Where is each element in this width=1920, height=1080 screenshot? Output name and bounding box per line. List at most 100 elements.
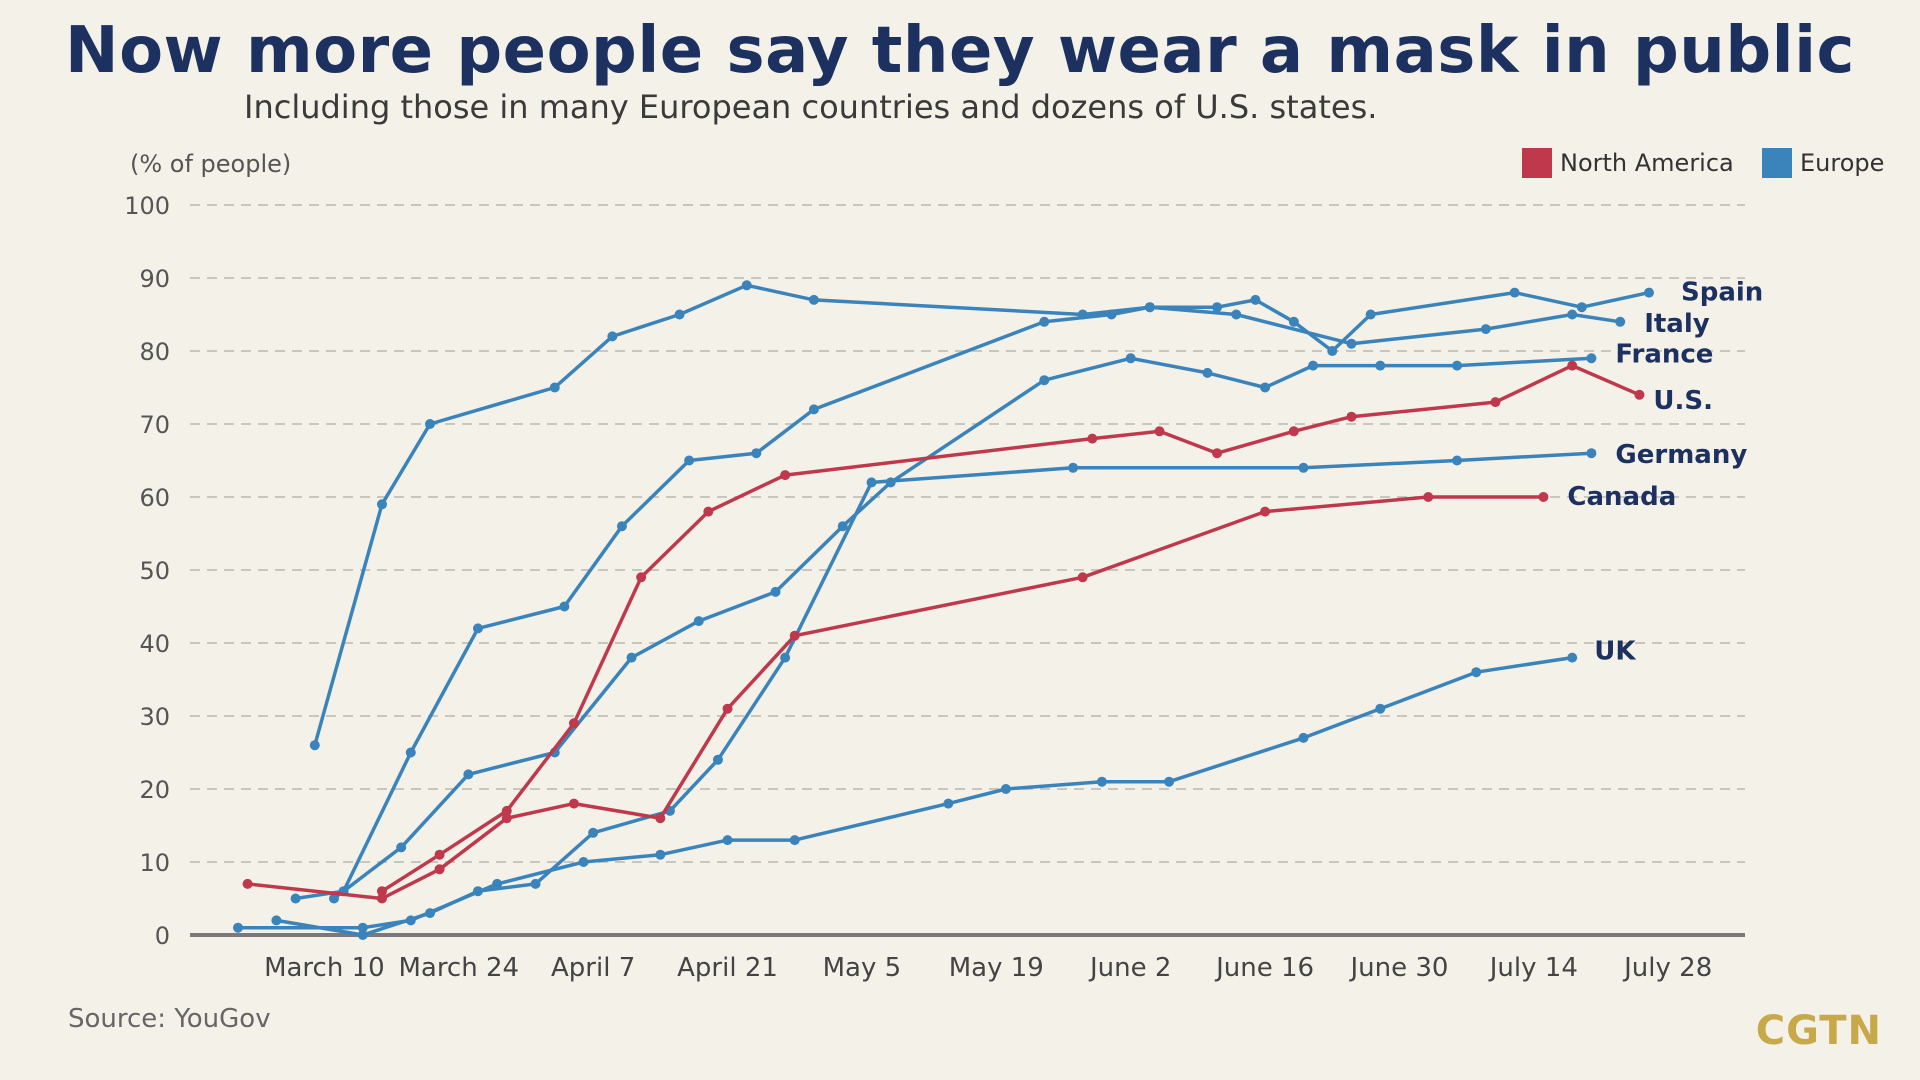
y-tick-label-10: 10: [139, 849, 170, 877]
data-point-france-1: [396, 842, 407, 853]
data-point-france-6: [770, 586, 781, 597]
x-tick-label-4: May 5: [823, 953, 902, 983]
data-point-spain-11: [1250, 294, 1261, 305]
series-label-us: U.S.: [1653, 386, 1713, 416]
data-point-spain-3: [549, 382, 560, 393]
y-tick-label-100: 100: [124, 192, 170, 220]
data-point-us-0: [376, 886, 387, 897]
data-point-us-13: [1567, 360, 1578, 371]
data-point-germany-10: [1068, 462, 1079, 473]
x-tick-label-8: June 30: [1348, 953, 1448, 983]
data-point-italy-13: [1346, 338, 1357, 349]
data-point-italy-2: [405, 747, 416, 758]
series-label-uk: UK: [1594, 637, 1636, 667]
data-point-italy-6: [684, 455, 695, 466]
data-point-us-3: [568, 718, 579, 729]
data-point-germany-5: [588, 827, 599, 838]
y-tick-label-0: 0: [155, 922, 170, 950]
data-point-uk-15: [1567, 652, 1578, 663]
data-point-france-14: [1375, 360, 1386, 371]
data-point-uk-8: [943, 798, 954, 809]
data-point-france-11: [1202, 367, 1213, 378]
x-tick-label-3: April 21: [677, 953, 778, 983]
data-point-us-1: [434, 849, 445, 860]
data-point-france-7: [837, 521, 848, 532]
x-tick-label-5: May 19: [949, 953, 1044, 983]
data-point-canada-11: [1538, 492, 1549, 502]
data-point-canada-9: [1260, 506, 1271, 517]
data-point-spain-5: [674, 309, 685, 320]
data-point-canada-8: [1077, 572, 1088, 583]
data-point-france-0: [328, 893, 339, 904]
series-line-us: [381, 363, 1641, 893]
data-point-us-11: [1346, 411, 1357, 422]
data-point-uk-2: [405, 915, 416, 926]
y-tick-label-70: 70: [139, 411, 170, 439]
data-point-uk-6: [722, 835, 733, 846]
legend-swatch-europe: [1762, 148, 1792, 178]
data-point-uk-14: [1471, 667, 1482, 678]
data-point-uk-9: [1000, 784, 1011, 794]
data-point-spain-13: [1327, 346, 1338, 356]
y-tick-label-40: 40: [139, 630, 170, 658]
data-point-uk-7: [789, 835, 800, 846]
data-point-italy-16: [1615, 316, 1626, 327]
legend-label-europe: Europe: [1800, 149, 1885, 177]
data-point-spain-17: [1644, 287, 1655, 298]
data-point-canada-7: [789, 630, 800, 641]
data-point-us-6: [780, 470, 791, 481]
data-point-italy-12: [1231, 309, 1242, 320]
y-tick-label-80: 80: [139, 338, 170, 366]
data-point-germany-9: [866, 477, 877, 488]
data-point-germany-11: [1298, 462, 1309, 473]
data-point-us-7: [1087, 433, 1098, 444]
data-point-us-10: [1288, 426, 1299, 437]
data-point-spain-12: [1288, 316, 1299, 327]
data-point-uk-13: [1375, 703, 1386, 714]
source-note: Source: YouGov: [68, 1004, 271, 1034]
x-tick-label-10: July 28: [1622, 953, 1712, 983]
data-point-uk-12: [1298, 732, 1309, 743]
y-axis-label: (% of people): [130, 150, 291, 178]
series-line-germany: [276, 451, 1592, 937]
data-point-spain-16: [1576, 302, 1587, 313]
data-point-us-9: [1212, 448, 1223, 459]
data-point-spain-2: [424, 419, 435, 429]
data-point-france-9: [1039, 375, 1050, 386]
data-point-france-10: [1125, 353, 1136, 364]
series-line-uk: [237, 655, 1573, 930]
series-label-germany: Germany: [1615, 440, 1747, 470]
data-point-germany-7: [712, 754, 723, 765]
data-point-canada-5: [655, 813, 666, 824]
data-point-us-4: [636, 572, 647, 583]
data-point-uk-1: [357, 922, 368, 933]
data-point-italy-14: [1480, 324, 1491, 335]
y-tick-label-30: 30: [139, 703, 170, 731]
data-point-france-13: [1308, 360, 1319, 371]
data-point-italy-9: [1039, 316, 1050, 327]
series-line-france: [332, 356, 1592, 900]
legend-europe: Europe: [1762, 148, 1884, 178]
y-tick-label-90: 90: [139, 265, 170, 293]
data-point-germany-12: [1452, 455, 1463, 466]
data-point-france-4: [626, 652, 637, 663]
data-point-uk-0: [232, 922, 243, 933]
data-point-uk-3: [492, 878, 503, 889]
data-point-us-14: [1634, 389, 1645, 400]
data-point-germany-1: [357, 930, 368, 940]
x-tick-label-6: June 2: [1088, 953, 1171, 983]
data-point-uk-4: [578, 857, 589, 867]
data-point-germany-13: [1586, 448, 1597, 459]
chart-subtitle: Including those in many European countri…: [244, 88, 1378, 126]
data-point-germany-8: [780, 652, 791, 663]
data-point-france-5: [693, 616, 704, 627]
data-point-italy-7: [751, 448, 762, 459]
data-point-italy-15: [1567, 309, 1578, 320]
legend-north-america: North America: [1522, 148, 1734, 178]
data-point-italy-8: [808, 404, 819, 415]
data-point-italy-3: [472, 623, 483, 634]
data-point-france-2: [463, 769, 474, 780]
data-point-spain-4: [607, 331, 618, 342]
x-tick-label-7: June 16: [1214, 953, 1314, 983]
